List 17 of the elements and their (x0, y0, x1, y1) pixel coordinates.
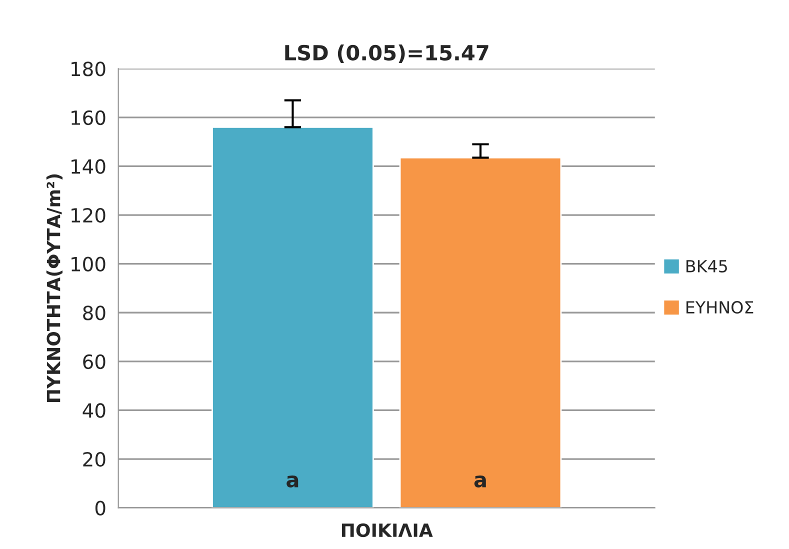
annotation: a (474, 476, 486, 488)
y-tick-label: 40 (82, 403, 106, 418)
y-tick-label: 100 (72, 256, 106, 272)
annotation: a (286, 476, 298, 488)
x-axis-title: ΠΟΙΚΙΛΙΑ (342, 523, 433, 538)
y-tick-label: 20 (83, 452, 106, 467)
y-tick-label: 140 (72, 159, 106, 174)
chart-title: LSD (0.05)=15.47 (285, 44, 488, 64)
y-tick-label: 80 (83, 306, 106, 320)
y-tick-label: 180 (72, 62, 106, 76)
y-tick-label: 0 (95, 500, 106, 516)
y-axis-title: ΠΥΚΝΟΤΗΤΑ(ΦΥΤΑ/m²) (46, 174, 62, 402)
y-tick-label: 60 (83, 354, 106, 370)
legend-label: BK45 (686, 260, 727, 272)
y-tick-label: 160 (72, 110, 106, 126)
y-tick-label: 120 (72, 208, 106, 223)
legend-label: ΕΥΗΝΟΣ (686, 301, 754, 314)
